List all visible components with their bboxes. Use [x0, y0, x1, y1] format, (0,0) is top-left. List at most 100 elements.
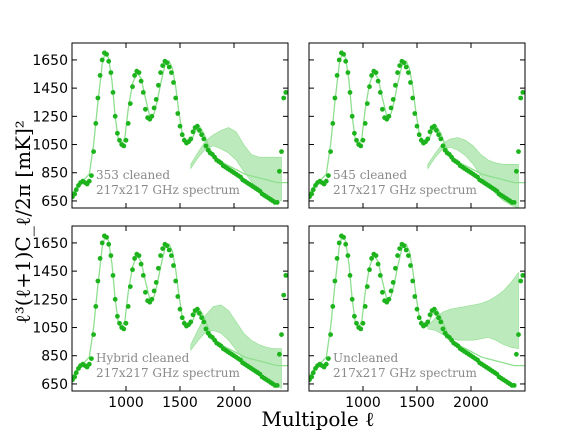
data-point: [112, 296, 118, 302]
data-point: [410, 95, 416, 101]
data-point: [171, 263, 176, 268]
data-point: [380, 106, 385, 112]
data-point: [416, 315, 422, 321]
data-point: [132, 73, 138, 78]
data-point: [158, 253, 164, 258]
panel-annotation-line2: 217x217 GHz spectrum: [96, 183, 241, 197]
data-point: [279, 149, 284, 155]
data-point: [393, 82, 398, 88]
data-point: [166, 64, 172, 70]
data-point: [72, 191, 78, 197]
data-point: [115, 130, 120, 136]
data-point: [130, 84, 135, 90]
data-point: [408, 80, 413, 85]
data-point: [438, 319, 444, 325]
data-point: [73, 370, 79, 376]
data-point: [416, 132, 422, 138]
panel-1: 650 850 1050 1250 1450 1650 353 cleaned217x217…: [32, 42, 289, 210]
x-axis-label: Multipole ℓ: [261, 407, 374, 431]
y-tick-label: 650: [41, 194, 68, 210]
data-point: [138, 78, 144, 84]
data-point: [412, 294, 418, 299]
panel-plot-area: [309, 232, 525, 388]
y-tick-label: 1050: [32, 321, 68, 337]
data-point: [373, 253, 379, 258]
panel-annotation-line1: Uncleaned: [333, 351, 398, 365]
y-tick-label: 1650: [32, 53, 68, 69]
data-point: [354, 320, 359, 326]
data-point: [425, 136, 431, 142]
data-point: [99, 57, 105, 63]
data-point: [347, 90, 353, 95]
data-point: [93, 121, 99, 126]
data-point: [169, 70, 174, 75]
panel-annotation-line2: 217x217 GHz spectrum: [333, 183, 478, 197]
data-point: [362, 121, 368, 126]
data-point: [136, 70, 142, 75]
data-point: [431, 123, 437, 129]
y-tick-label: 1250: [32, 109, 68, 125]
data-point: [194, 123, 200, 129]
data-point: [281, 95, 287, 101]
data-point: [401, 60, 407, 66]
data-point: [516, 332, 521, 337]
data-point: [323, 361, 329, 367]
data-point: [352, 130, 357, 136]
data-point: [393, 265, 398, 271]
data-point: [151, 105, 157, 111]
data-point: [520, 273, 525, 278]
data-point: [91, 149, 96, 155]
data-point: [190, 129, 196, 135]
data-point: [414, 123, 420, 129]
data-point: [171, 80, 176, 85]
x-tick-label: 1500: [399, 395, 435, 411]
data-point: [153, 97, 159, 102]
data-point: [369, 73, 374, 78]
data-point: [328, 332, 333, 337]
uncertainty-band: [427, 271, 519, 350]
data-point: [427, 312, 433, 318]
data-point: [373, 70, 379, 75]
data-point: [279, 332, 284, 337]
data-point: [164, 60, 170, 66]
y-tick-label: 650: [41, 377, 68, 393]
data-point: [516, 149, 521, 155]
data-point: [436, 132, 441, 138]
data-point: [397, 246, 403, 252]
data-point: [136, 253, 142, 258]
data-point: [354, 137, 359, 143]
data-point: [401, 243, 407, 249]
data-point: [358, 326, 364, 332]
data-point: [367, 84, 372, 90]
data-point: [179, 132, 185, 138]
data-point: [330, 304, 336, 309]
data-point: [511, 383, 517, 388]
data-point: [160, 246, 166, 252]
panel-3: 650 850 1050 1250 1450 1650 1000 1500 2000 Hybrid…: [32, 225, 289, 411]
data-point: [369, 256, 374, 261]
data-point: [349, 113, 355, 119]
data-point: [158, 70, 164, 75]
data-point: [203, 326, 209, 332]
data-point: [332, 95, 338, 101]
data-point: [390, 97, 396, 102]
data-point: [143, 289, 148, 295]
data-point: [89, 173, 94, 179]
data-point: [86, 361, 92, 367]
data-point: [188, 319, 194, 325]
x-tick-label: 1500: [162, 395, 198, 411]
panel-annotation-line1: 545 cleaned: [333, 168, 407, 182]
data-point: [274, 383, 280, 388]
data-point: [395, 253, 400, 258]
data-point: [386, 296, 392, 302]
data-point: [408, 263, 413, 268]
panel-plot-area: [72, 232, 288, 389]
data-point: [341, 51, 346, 57]
data-point: [343, 241, 349, 247]
y-tick-label: 1250: [32, 292, 68, 308]
data-point: [360, 137, 366, 143]
x-tick-label: 1000: [108, 395, 144, 411]
data-point: [514, 351, 519, 357]
